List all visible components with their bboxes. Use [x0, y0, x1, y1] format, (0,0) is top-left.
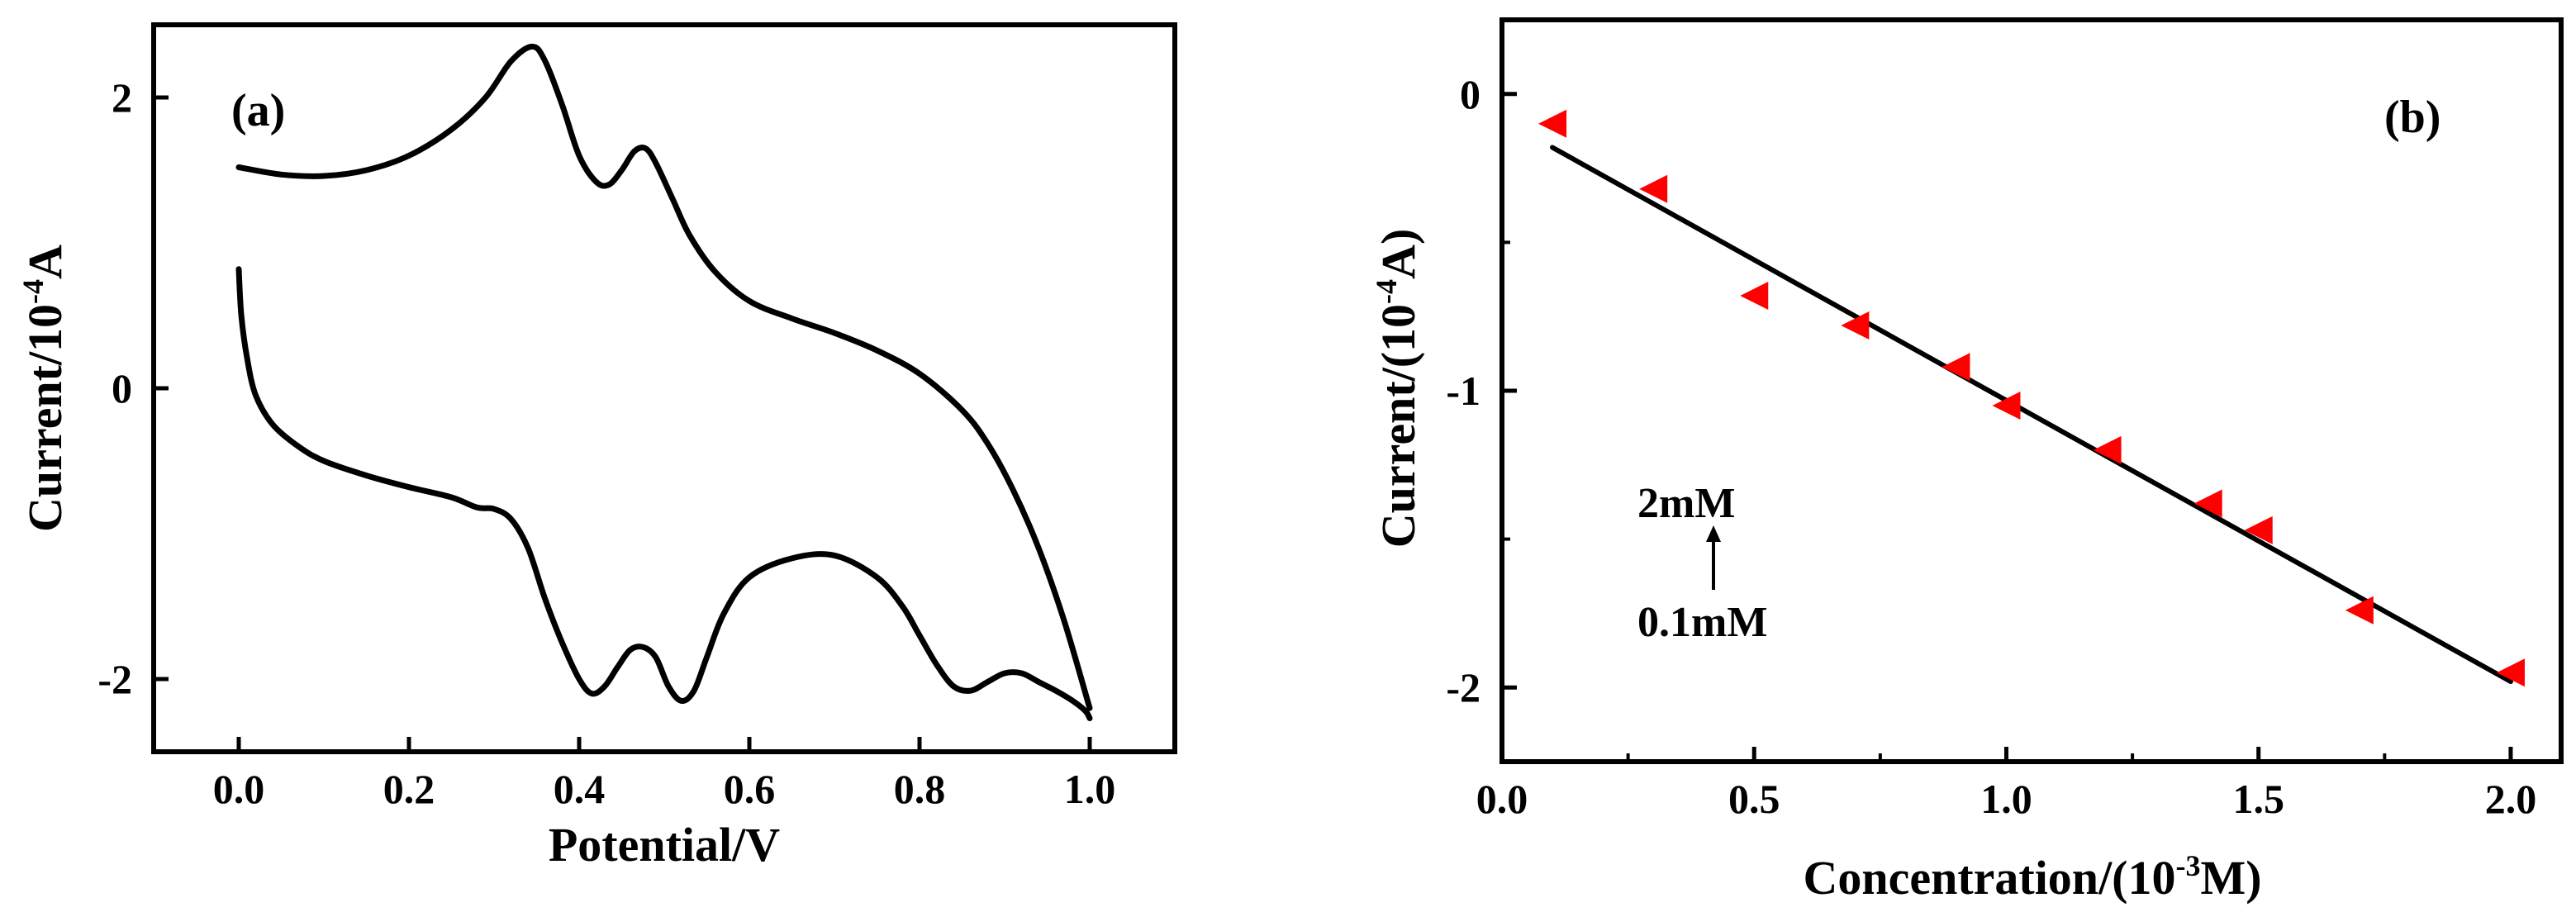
data-point: [1639, 174, 1668, 203]
panel-a-x-title: Potential/V: [549, 818, 780, 872]
annotation-bottom: 0.1mM: [1637, 599, 1767, 646]
data-point: [1992, 391, 2021, 420]
panel-b-points: [1538, 109, 2525, 687]
panel-a-x-tick-label: 0.2: [383, 766, 435, 812]
panel-a-y-title: Current/10-4A: [17, 245, 72, 532]
panel-b-fit: [1550, 145, 2513, 685]
panel-a-y-tick-label: 2: [112, 74, 132, 121]
panel-b-x-title-suffix: M): [2201, 851, 2262, 905]
panel-a-series: [235, 43, 1093, 721]
panel-b-y-tick-label: -1: [1446, 368, 1480, 414]
annotation-arrow-head: [1706, 525, 1721, 542]
panel-b-x-title-sup: -3: [2176, 849, 2201, 882]
panel-b-y-title-suffix: A): [1371, 229, 1425, 279]
data-point: [2093, 435, 2122, 464]
panel-b-x-tick-label: 1.0: [1980, 776, 2032, 822]
panel-b-y-title: Current/(10-4A): [1370, 229, 1425, 549]
panel-a-y-ticks: -2 0 2: [97, 74, 169, 702]
panel-a-x-tick-label: 0.6: [724, 766, 776, 812]
panel-b-y-tick-label: -2: [1446, 664, 1480, 710]
panel-a-label: (a): [231, 85, 285, 136]
cv-series-line-anodic: [235, 43, 1093, 711]
fit-line: [1550, 145, 2513, 685]
panel-a-x-tick-label: 1.0: [1064, 766, 1116, 812]
panel-b-y-ticks: 0 -1 -2: [1446, 71, 1517, 710]
panel-b-x-tick-label: 2.0: [2485, 776, 2537, 822]
panel-a-x-tick-label: 0.8: [894, 766, 946, 812]
panel-a-y-title-suffix: A: [18, 245, 72, 279]
cv-series-line-cathodic: [235, 266, 1093, 721]
data-point: [2345, 596, 2374, 625]
data-point: [1841, 311, 1870, 340]
panel-a-y-tick-label: -2: [97, 656, 132, 702]
panel-b-x-tick-label: 1.5: [2232, 776, 2284, 822]
panel-b-x-title-prefix: Concentration/(10: [1803, 851, 2175, 905]
data-point: [1538, 109, 1567, 138]
data-point: [2244, 515, 2273, 544]
panel-b-x-tick-label: 0.5: [1728, 776, 1780, 822]
panel-b: 0.0 0.5 1.0 1.5 2.0 0 -1 -2 (b) 2mM 0.1mM Curr…: [1370, 17, 2564, 905]
data-point: [2496, 658, 2525, 687]
panel-a-x-tick-label: 0.4: [554, 766, 606, 812]
panel-a-y-title-sup: -4: [17, 279, 50, 304]
data-point: [2193, 489, 2222, 518]
panel-b-x-tick-label: 0.0: [1476, 776, 1528, 822]
panel-a-x-ticks: 0.0 0.2 0.4 0.6 0.8 1.0: [213, 737, 1116, 812]
panel-b-label: (b): [2384, 92, 2441, 143]
annotation-arrow: [1706, 525, 1721, 590]
data-point: [1740, 282, 1769, 311]
panel-a-y-title-prefix: Current/10: [18, 304, 72, 532]
panel-a-x-tick-label: 0.0: [213, 766, 265, 812]
data-point: [1942, 353, 1970, 382]
panel-a-frame: [151, 22, 1177, 754]
panel-b-y-title-sup: -4: [1370, 279, 1403, 304]
annotation-top: 2mM: [1637, 480, 1735, 527]
panel-b-x-ticks: 0.0 0.5 1.0 1.5 2.0: [1476, 747, 2536, 822]
panel-b-y-tick-label: 0: [1460, 71, 1480, 117]
panel-a: 0.0 0.2 0.4 0.6 0.8 1.0 -202 (a) Potential/V …: [17, 22, 1177, 872]
panel-b-x-title: Concentration/(10-3M): [1803, 849, 2261, 905]
panel-a-y-tick-label: 0: [112, 365, 132, 411]
panel-b-y-title-prefix: Current/(10: [1371, 304, 1425, 548]
